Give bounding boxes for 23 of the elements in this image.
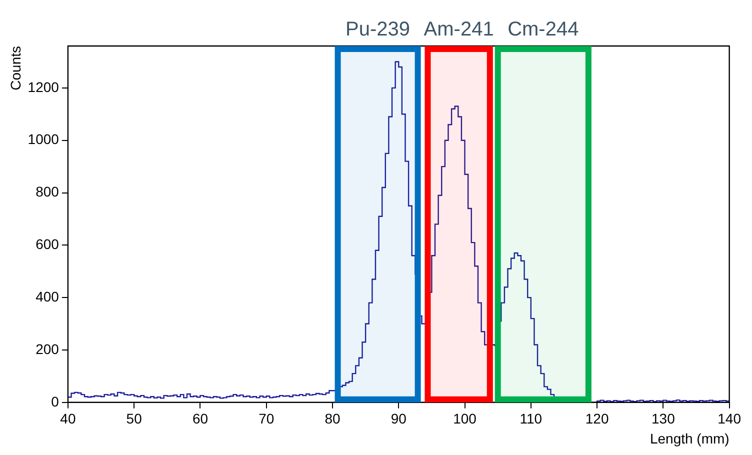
x-axis-title: Length (mm) [650, 430, 730, 446]
x-tick-label: 50 [126, 410, 142, 427]
y-tick-label: 800 [36, 184, 60, 200]
x-tick-label: 100 [453, 410, 477, 427]
y-axis-title: Counts [7, 46, 24, 90]
x-tick-label: 110 [520, 410, 542, 427]
y-tick-label: 600 [36, 236, 60, 252]
y-tick-label: 400 [36, 288, 60, 304]
y-tick-label: 200 [36, 340, 60, 357]
x-tick-label: 130 [652, 410, 676, 427]
band-label: Pu-239 [346, 18, 410, 41]
x-tick-label: 60 [192, 410, 208, 427]
band-label: Am-241 [424, 18, 494, 41]
y-tick-label: 1000 [28, 131, 60, 148]
x-tick-label: 140 [718, 410, 742, 427]
x-tick-label: 120 [585, 410, 609, 427]
x-tick-label: 40 [60, 410, 76, 427]
band-label: Cm-244 [508, 18, 579, 41]
x-tick-label: 90 [390, 410, 407, 427]
x-tick-label: 80 [324, 410, 340, 427]
y-tick-label: 1200 [28, 78, 60, 95]
y-tick-label: 0 [51, 393, 60, 410]
x-tick-label: 70 [258, 410, 274, 427]
